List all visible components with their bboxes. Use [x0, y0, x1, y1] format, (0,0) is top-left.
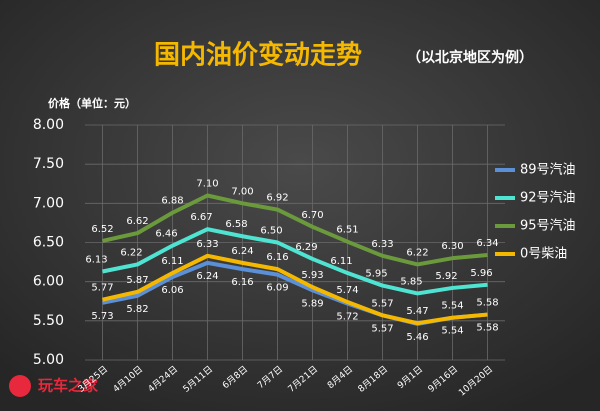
data-label: 6.29 — [295, 242, 317, 253]
data-label: 5.74 — [336, 285, 358, 296]
chart-title: 国内油价变动走势 — [154, 40, 362, 71]
data-label: 6.62 — [126, 216, 148, 227]
legend-label: 92号汽油 — [520, 191, 576, 206]
data-label: 6.33 — [196, 239, 218, 250]
legend-label: 89号汽油 — [520, 163, 576, 178]
data-label: 5.82 — [126, 304, 148, 315]
data-label: 5.57 — [371, 323, 393, 334]
data-label: 6.11 — [161, 256, 183, 267]
data-label: 5.57 — [371, 298, 393, 309]
data-label: 5.77 — [91, 283, 113, 294]
legend-label: 0号柴油 — [520, 247, 567, 262]
data-label: 5.47 — [406, 306, 428, 317]
data-label: 6.13 — [85, 254, 107, 265]
data-label: 5.58 — [476, 298, 498, 309]
y-tick-label: 5.50 — [33, 313, 64, 329]
data-label: 6.34 — [476, 238, 498, 249]
data-label: 6.50 — [260, 226, 282, 237]
data-label: 5.95 — [365, 269, 387, 280]
data-label: 6.46 — [155, 229, 177, 240]
data-label: 6.92 — [266, 193, 288, 204]
data-label: 5.54 — [441, 301, 463, 312]
y-tick-label: 7.50 — [33, 156, 64, 172]
data-label: 5.72 — [336, 312, 358, 323]
data-label: 6.24 — [231, 246, 253, 257]
data-label: 5.92 — [435, 271, 457, 282]
data-label: 6.67 — [190, 212, 212, 223]
data-label: 5.73 — [91, 311, 113, 322]
data-label: 6.24 — [196, 271, 218, 282]
data-label: 6.16 — [231, 277, 253, 288]
data-label: 5.46 — [406, 332, 428, 343]
data-label: 5.58 — [476, 323, 498, 334]
data-label: 6.09 — [266, 283, 288, 294]
data-label: 6.88 — [161, 196, 183, 207]
watermark: 玩车之家 — [38, 377, 98, 395]
y-tick-label: 6.50 — [33, 235, 64, 251]
data-label: 6.30 — [441, 241, 463, 252]
data-label: 5.54 — [441, 326, 463, 337]
data-label: 6.22 — [406, 247, 428, 258]
y-axis-label: 价格（单位：元） — [48, 96, 136, 110]
data-label: 6.51 — [336, 225, 358, 236]
y-tick-label: 8.00 — [33, 117, 64, 133]
data-label: 6.22 — [120, 247, 142, 258]
data-label: 6.11 — [330, 256, 352, 267]
series-line — [102, 227, 488, 296]
y-tick-label: 6.00 — [33, 274, 64, 290]
y-tick-label: 7.00 — [33, 195, 64, 211]
data-label: 6.16 — [266, 252, 288, 263]
chart-subtitle: （以北京地区为例） — [407, 49, 533, 66]
series-line — [102, 193, 488, 267]
data-label: 6.58 — [225, 219, 247, 230]
data-label: 6.52 — [91, 224, 113, 235]
logo-icon — [9, 375, 31, 397]
series-line — [102, 253, 488, 326]
data-label: 5.93 — [301, 270, 323, 281]
y-tick-label: 5.00 — [33, 352, 64, 368]
data-label: 6.70 — [301, 210, 323, 221]
data-label: 5.85 — [400, 276, 422, 287]
data-label: 7.10 — [196, 179, 218, 190]
legend-label: 95号汽油 — [520, 219, 576, 234]
data-label: 6.06 — [161, 285, 183, 296]
data-label: 5.96 — [470, 268, 492, 279]
data-label: 6.33 — [371, 239, 393, 250]
data-label: 5.87 — [126, 275, 148, 286]
data-label: 5.89 — [301, 298, 323, 309]
data-label: 7.00 — [231, 186, 253, 197]
